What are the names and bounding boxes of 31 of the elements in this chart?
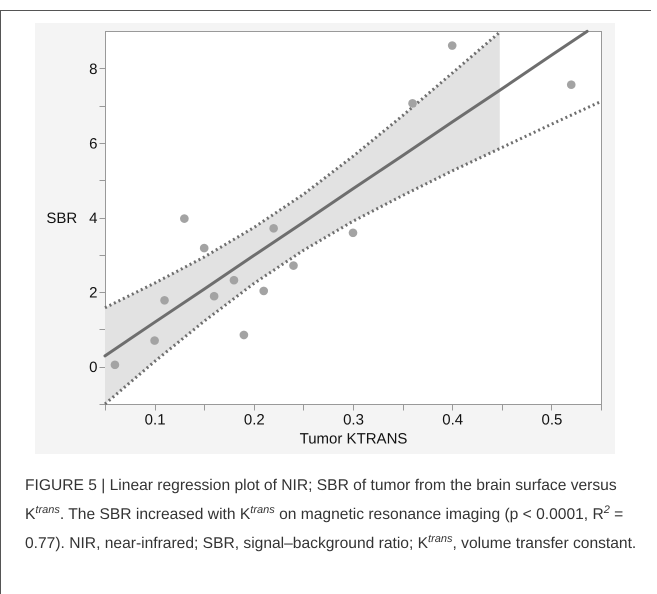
point <box>150 336 159 345</box>
x-tick-label: 0.2 <box>244 412 265 428</box>
point <box>289 261 298 270</box>
y-tick-label: 4 <box>89 210 98 227</box>
point <box>230 276 238 284</box>
line-series <box>104 30 589 358</box>
text: FIGURE 5 | Linear regression plot of NIR; SBR of tumor from the brain surface versus K$^{trans}$. The SBR increased with K$^{trans}$ on magnetic resonance imaging (p < 0.0001, R$^{2}$ = 0.77). NIR, near-infrared; SBR, signal–background ratio; K$^{trans}$, volume transfer constant. <box>25 477 636 552</box>
point <box>200 244 209 252</box>
point <box>160 296 169 305</box>
y-tick-label: 6 <box>89 135 98 152</box>
x-tick-label: 0.5 <box>541 412 562 428</box>
point <box>259 286 268 296</box>
y-axis-title: SBR <box>46 210 78 227</box>
y-tick-label: 8 <box>89 60 98 78</box>
line-series <box>104 100 602 406</box>
point <box>180 214 189 223</box>
point <box>566 80 576 90</box>
point <box>348 228 358 238</box>
point <box>448 41 457 50</box>
point <box>269 224 278 233</box>
line-series <box>104 30 502 310</box>
x-tick-label: 0.4 <box>442 412 464 428</box>
y-tick-label: 2 <box>89 284 98 302</box>
point <box>110 360 120 370</box>
point <box>210 292 218 301</box>
x-tick-label: 0.3 <box>343 412 364 428</box>
x-tick-label: 0.1 <box>144 412 166 428</box>
point <box>240 330 248 340</box>
point <box>408 99 417 108</box>
x-axis-title: Tumor KTRANS <box>300 430 408 448</box>
y-tick-label: 0 <box>89 359 98 376</box>
